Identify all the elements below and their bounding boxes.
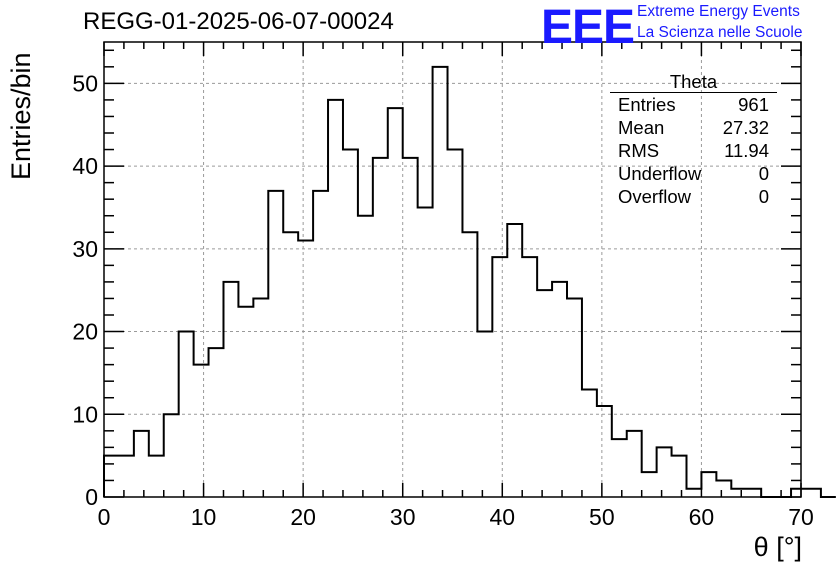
axes-frame: [103, 41, 802, 498]
x-tick-label: 10: [191, 504, 217, 530]
x-axis-label: θ [°]: [753, 532, 802, 562]
histogram-bin: [164, 414, 179, 497]
plot-title: REGG-01-2025-06-07-00024: [83, 8, 394, 35]
stats-row-underflow: Underflow 0: [610, 162, 777, 185]
stats-divider: [610, 92, 777, 93]
stats-label: Overflow: [618, 186, 691, 207]
x-tick-label: 0: [98, 504, 111, 530]
histogram-bin: [179, 332, 194, 497]
histogram-bin: [238, 307, 253, 497]
y-axis-label: Entries/bin: [6, 52, 36, 180]
histogram-bin: [283, 232, 298, 497]
y-tick-label: 20: [72, 319, 98, 345]
x-tick-label: 30: [390, 504, 416, 530]
histogram-outline: [103, 65, 836, 498]
plot-frame: [103, 41, 802, 498]
y-tick-label: 50: [72, 70, 98, 96]
histogram-bin: [209, 348, 224, 497]
stats-label: Entries: [618, 94, 676, 115]
histogram-bin: [149, 456, 164, 497]
histogram-bin: [433, 67, 448, 497]
stats-value: 0: [758, 186, 769, 207]
histogram-bin: [746, 489, 761, 497]
tick-labels: 0 10 20 30 40 50 60 70 0 10 20 30 40 50: [72, 70, 813, 530]
histogram-bin: [134, 431, 149, 497]
y-tick-label: 40: [72, 153, 98, 179]
histogram-bin: [253, 298, 268, 497]
stats-label: RMS: [618, 140, 660, 161]
histogram-bin: [791, 489, 806, 497]
stats-row-entries: Entries 961: [610, 93, 777, 116]
stats-label: Mean: [618, 117, 665, 138]
logo-line-2: La Scienza nelle Scuole: [637, 24, 803, 41]
eee-logo: EEE: [541, 1, 635, 54]
histogram-bin: [642, 472, 657, 497]
histogram-bin: [597, 406, 612, 497]
histogram-bin: [358, 216, 373, 497]
histogram-bin: [686, 489, 701, 497]
histogram-bin: [492, 257, 507, 497]
stats-name: Theta: [669, 71, 718, 92]
y-tick-label: 0: [85, 484, 98, 510]
histogram-bin: [507, 224, 522, 497]
histogram-bin: [612, 439, 627, 497]
histogram-bin: [418, 207, 433, 497]
axis-ticks: [103, 42, 802, 498]
histogram-bin: [731, 489, 746, 497]
stats-value: 27.32: [722, 117, 769, 138]
logo-line-1: Extreme Energy Events: [637, 3, 800, 20]
histogram-bin: [373, 158, 388, 497]
histogram-bin: [462, 232, 477, 497]
stats-row-mean: Mean 27.32: [610, 116, 777, 139]
histogram-bin: [627, 431, 642, 497]
grid-lines: [104, 42, 801, 497]
stats-row-rms: RMS 11.94: [610, 139, 777, 162]
histogram-bin: [343, 150, 358, 497]
stats-row-overflow: Overflow 0: [610, 185, 777, 208]
histogram-bin: [268, 191, 283, 497]
histogram-bin: [552, 282, 567, 497]
histogram-bin: [657, 447, 672, 497]
histogram-bin: [104, 456, 119, 497]
stats-value: 11.94: [724, 140, 769, 161]
histogram-bin: [672, 456, 687, 497]
histogram-bin: [522, 257, 537, 497]
histogram-bin: [313, 191, 328, 497]
y-tick-label: 30: [72, 236, 98, 262]
x-tick-label: 40: [489, 504, 515, 530]
histogram-bin: [806, 489, 821, 497]
histogram-bin: [223, 282, 238, 497]
histogram-bin: [582, 389, 597, 497]
histogram-bin: [448, 150, 463, 497]
histogram-bin: [701, 472, 716, 497]
histogram-bin: [298, 241, 313, 497]
x-tick-label: 50: [589, 504, 615, 530]
histogram-bin: [119, 456, 134, 497]
stats-value: 0: [758, 163, 769, 184]
histogram-bin: [403, 158, 418, 497]
histogram-bin: [716, 480, 731, 497]
stats-label: Underflow: [618, 163, 702, 184]
histogram-bin: [537, 290, 552, 497]
histogram-bin: [567, 298, 582, 497]
stats-box: Theta Entries 961 Mean 27.32 RMS 11.94 U…: [610, 72, 777, 208]
histogram-bin: [194, 365, 209, 497]
histogram-bars: [103, 65, 836, 498]
x-tick-label: 70: [788, 504, 814, 530]
stats-value: 961: [738, 94, 769, 115]
x-tick-label: 20: [290, 504, 316, 530]
x-tick-label: 60: [689, 504, 715, 530]
histogram-bin: [328, 100, 343, 497]
y-tick-label: 10: [72, 401, 98, 427]
